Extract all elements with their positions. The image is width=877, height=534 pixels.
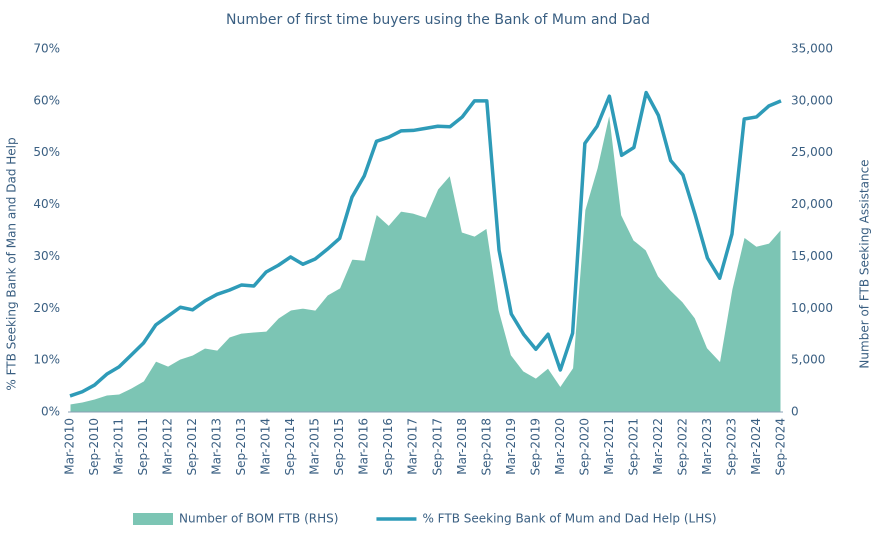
y2-tick-label: 5,000 [791,353,825,367]
x-tick-label: Mar-2021 [602,418,616,475]
line [69,90,782,398]
y2-tick-label: 15,000 [791,249,833,263]
area [69,113,782,413]
y2-tick-label: 20,000 [791,197,833,211]
x-tick-label: Sep-2019 [528,418,542,476]
x-tick-label: Mar-2012 [161,418,175,475]
x-tick-label: Sep-2020 [577,418,591,476]
x-tick-label: Mar-2013 [210,418,224,475]
y-tick-label: 50% [33,145,60,159]
x-tick-label: Sep-2023 [724,418,738,476]
x-tick-label: Sep-2010 [87,418,101,476]
y2-axis-title: Number of FTB Seeking Assistance [858,159,872,368]
y2-tick-label: 10,000 [791,301,833,315]
legend-label: Number of BOM FTB (RHS) [179,512,338,526]
x-tick-label: Sep-2021 [626,418,640,476]
x-tick-label: Mar-2020 [553,418,567,475]
y-tick-label: 40% [33,197,60,211]
y-tick-label: 20% [33,301,60,315]
x-tick-label: Sep-2013 [234,418,248,476]
x-tick-label: Mar-2017 [406,418,420,475]
x-tick-label: Mar-2019 [504,418,518,475]
y2-tick-label: 25,000 [791,145,833,159]
x-tick-label: Mar-2010 [63,418,77,475]
y2-tick-label: 30,000 [791,93,833,107]
x-tick-label: Mar-2022 [651,418,665,475]
x-tick-label: Mar-2023 [700,418,714,475]
x-tick-label: Sep-2022 [675,418,689,476]
x-tick-label: Sep-2024 [774,418,788,476]
y-tick-label: 10% [33,353,60,367]
x-tick-label: Sep-2015 [332,418,346,476]
x-tick-label: Sep-2018 [479,418,493,476]
legend-swatch [133,513,173,525]
x-tick-label: Mar-2014 [259,418,273,475]
x-tick-label: Sep-2016 [381,418,395,476]
y-tick-label: 0% [41,405,60,419]
chart-title: Number of first time buyers using the Ba… [226,12,650,28]
y-tick-label: 30% [33,249,60,263]
legend-label: % FTB Seeking Bank of Mum and Dad Help (… [422,512,716,526]
y2-tick-label: 35,000 [791,42,833,56]
x-tick-label: Mar-2011 [112,418,126,475]
x-tick-label: Sep-2011 [136,418,150,476]
x-tick-label: Sep-2014 [283,418,297,476]
x-tick-label: Mar-2015 [308,418,322,475]
x-tick-label: Mar-2024 [749,418,763,475]
y-tick-label: 70% [33,42,60,56]
x-tick-label: Mar-2018 [455,418,469,475]
x-tick-label: Sep-2017 [430,418,444,476]
x-tick-label: Sep-2012 [185,418,199,476]
y-tick-label: 60% [33,93,60,107]
y-axis-title: % FTB Seeking Bank of Man and Dad Help [5,137,19,390]
x-tick-label: Mar-2016 [357,418,371,475]
y2-tick-label: 0 [791,405,799,419]
